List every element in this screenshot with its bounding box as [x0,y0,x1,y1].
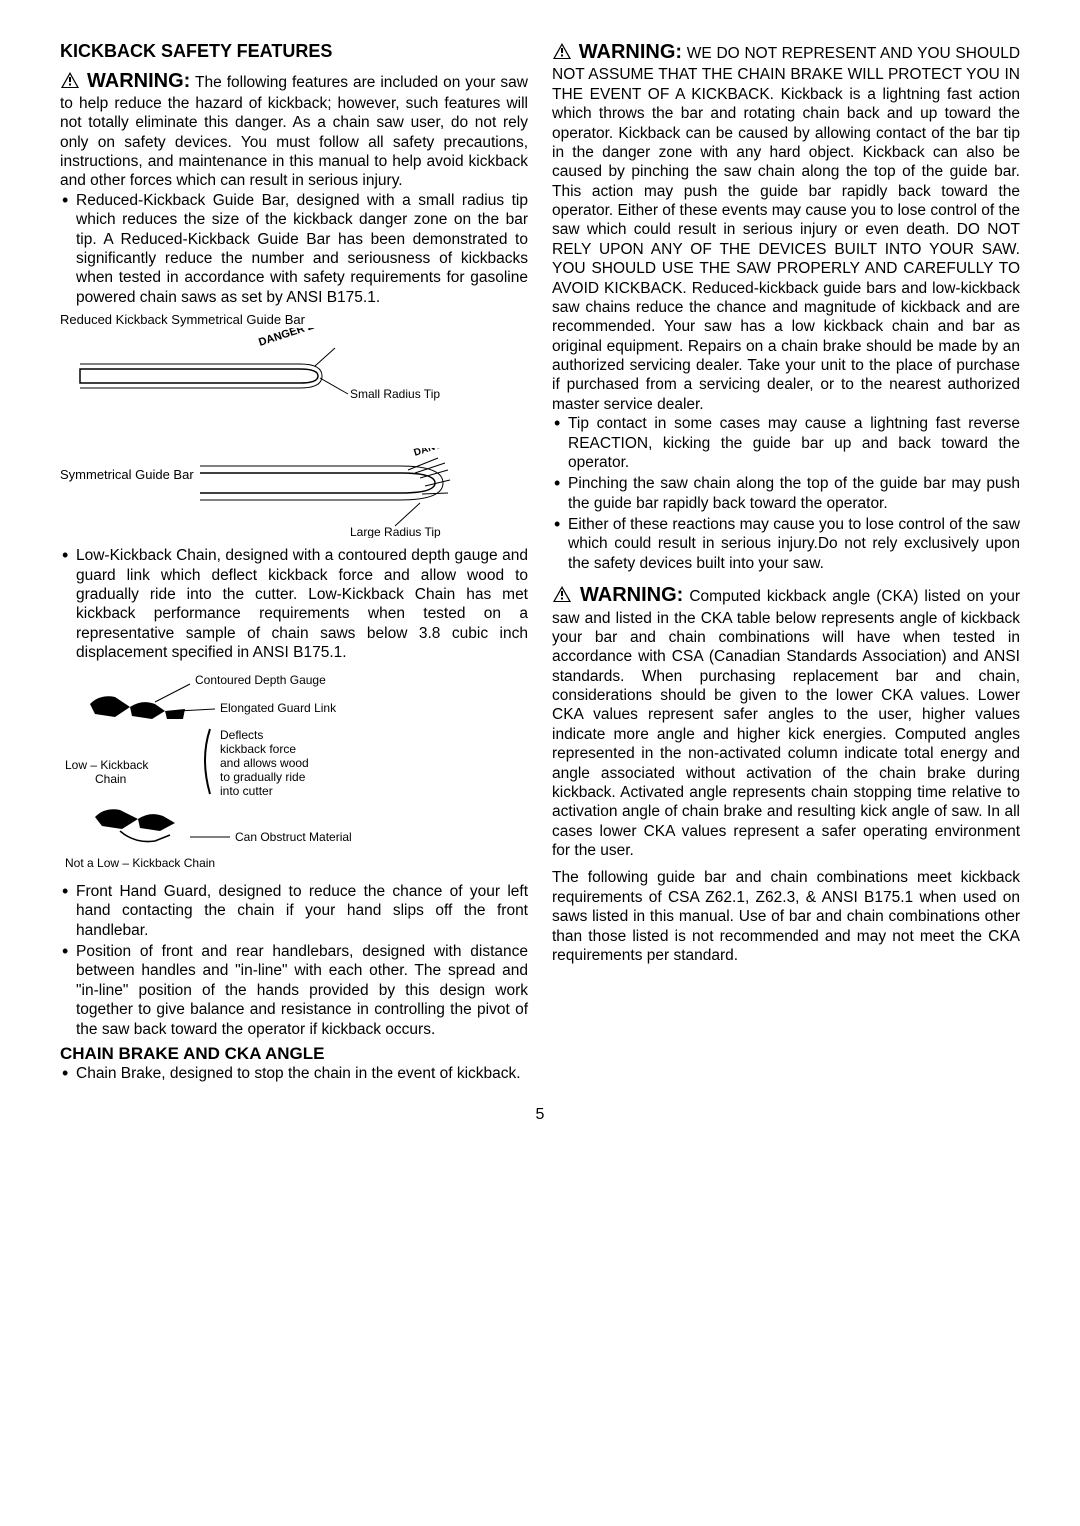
warning-icon [552,42,572,65]
bullet-item: Position of front and rear handlebars, d… [60,942,528,1039]
reduced-kickback-svg: DANGER ZONE Small Radius Tip [60,328,480,443]
svg-text:Deflects: Deflects [220,728,263,742]
bullet-item: Front Hand Guard, designed to reduce the… [60,882,528,940]
warning-prefix: WARNING: [580,584,683,606]
warning-1-left: WARNING: The following features are incl… [60,69,528,191]
warning-1-right: WARNING: WE DO NOT REPRESENT AND YOU SHO… [552,40,1020,414]
chain-brake-title: CHAIN BRAKE AND CKA ANGLE [60,1043,528,1064]
right-column: WARNING: WE DO NOT REPRESENT AND YOU SHO… [552,40,1020,1086]
bullet-list-1: Reduced-Kickback Guide Bar, designed wit… [60,191,528,307]
warning-text: Computed kickback angle (CKA) listed on … [552,588,1020,859]
warning-prefix: WARNING: [579,41,682,63]
bullet-item: Low-Kickback Chain, designed with a cont… [60,546,528,662]
bullet-item: Tip contact in some cases may cause a li… [552,414,1020,472]
warning-icon [60,71,80,94]
chain-diagram-svg: Contoured Depth Gauge Elongated Guard Li… [60,669,500,869]
diagram-label: Reduced Kickback Symmetrical Guide Bar [60,313,528,328]
svg-text:Not a Low – Kickback Chain: Not a Low – Kickback Chain [65,856,215,869]
svg-text:Contoured Depth Gauge: Contoured Depth Gauge [195,673,326,687]
warning-icon [552,585,572,608]
bullet-list-4: Chain Brake, designed to stop the chain … [60,1064,528,1083]
guide-bar-diagram: Reduced Kickback Symmetrical Guide Bar D… [60,313,528,538]
bullet-item: Either of these reactions may cause you … [552,515,1020,573]
bullet-list-3: Front Hand Guard, designed to reduce the… [60,882,528,1039]
page-number: 5 [60,1106,1020,1124]
bullet-item: Pinching the saw chain along the top of … [552,474,1020,513]
bullet-item: Reduced-Kickback Guide Bar, designed wit… [60,191,528,307]
svg-text:Large Radius Tip: Large Radius Tip [350,525,441,538]
warning-2-right: WARNING: Computed kickback angle (CKA) l… [552,583,1020,860]
svg-text:Low – Kickback: Low – Kickback [65,758,149,772]
warning-text: WE DO NOT REPRESENT AND YOU SHOULD NOT A… [552,45,1020,413]
svg-text:kickback force: kickback force [220,742,296,756]
svg-text:DANGER ZONE: DANGER ZONE [413,448,480,459]
svg-text:Small Radius Tip: Small Radius Tip [350,387,440,401]
left-column: KICKBACK SAFETY FEATURES WARNING: The fo… [60,40,528,1086]
final-paragraph: The following guide bar and chain combin… [552,868,1020,965]
svg-text:DANGER ZONE: DANGER ZONE [257,328,338,349]
svg-text:and allows wood: and allows wood [220,756,309,770]
svg-text:into cutter: into cutter [220,784,273,798]
bullet-list-2: Low-Kickback Chain, designed with a cont… [60,546,528,662]
svg-text:Chain: Chain [95,772,126,786]
symmetrical-guide-svg: DANGER ZONE Large Radius Tip [200,448,480,538]
bullet-item: Chain Brake, designed to stop the chain … [60,1064,528,1083]
section-title: KICKBACK SAFETY FEATURES [60,40,528,63]
diagram-label: Symmetrical Guide Bar [60,448,200,483]
chain-diagram: Contoured Depth Gauge Elongated Guard Li… [60,669,528,874]
svg-text:to gradually ride: to gradually ride [220,770,306,784]
warning-prefix: WARNING: [87,70,190,92]
svg-text:Elongated Guard Link: Elongated Guard Link [220,701,337,715]
bullet-list-right: Tip contact in some cases may cause a li… [552,414,1020,573]
svg-text:Can Obstruct Material: Can Obstruct Material [235,830,352,844]
